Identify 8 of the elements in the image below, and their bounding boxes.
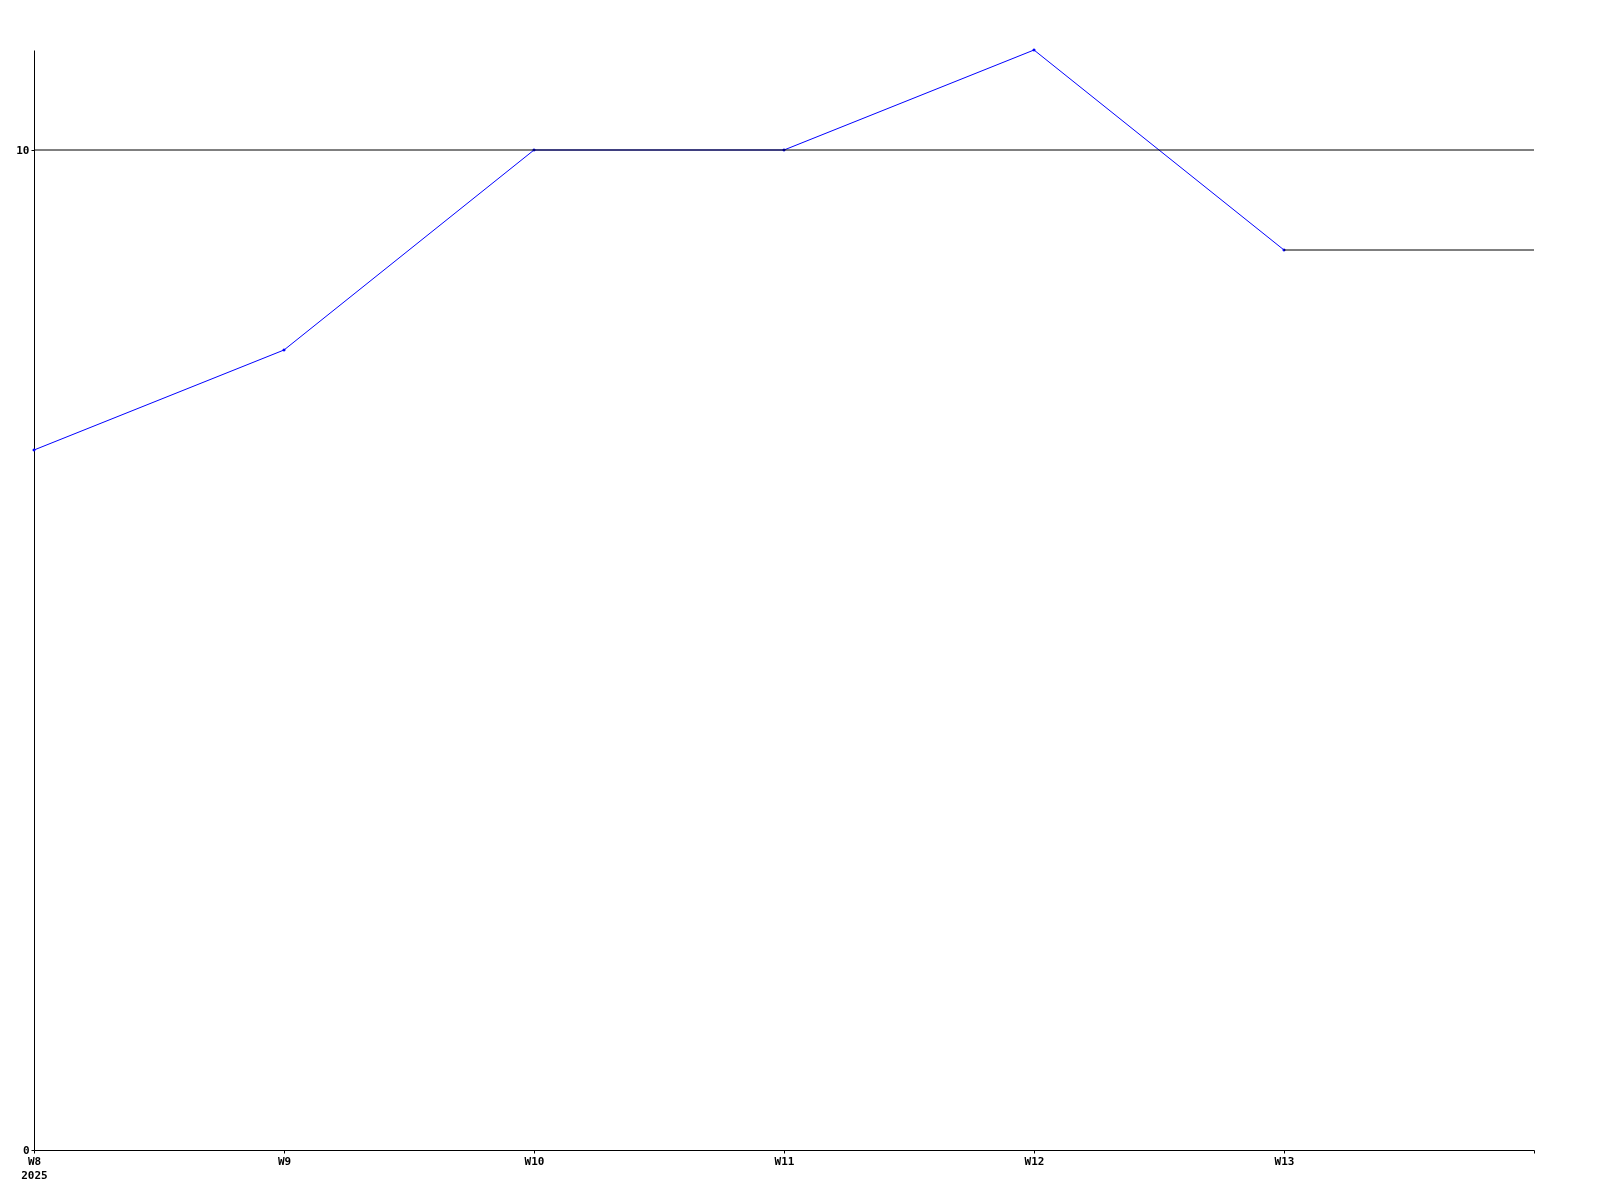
x-tick-label: W8 2025: [21, 1154, 48, 1182]
y-tick-label: 10: [16, 143, 30, 157]
x-tick-label: W12: [1024, 1154, 1045, 1168]
x-tick-label: W10: [524, 1154, 545, 1168]
x-tick-label: W13: [1274, 1154, 1295, 1168]
y-tick-label: 0: [22, 1143, 30, 1157]
x-tick-label: W9: [277, 1154, 292, 1168]
x-tick-label: W11: [774, 1154, 795, 1168]
